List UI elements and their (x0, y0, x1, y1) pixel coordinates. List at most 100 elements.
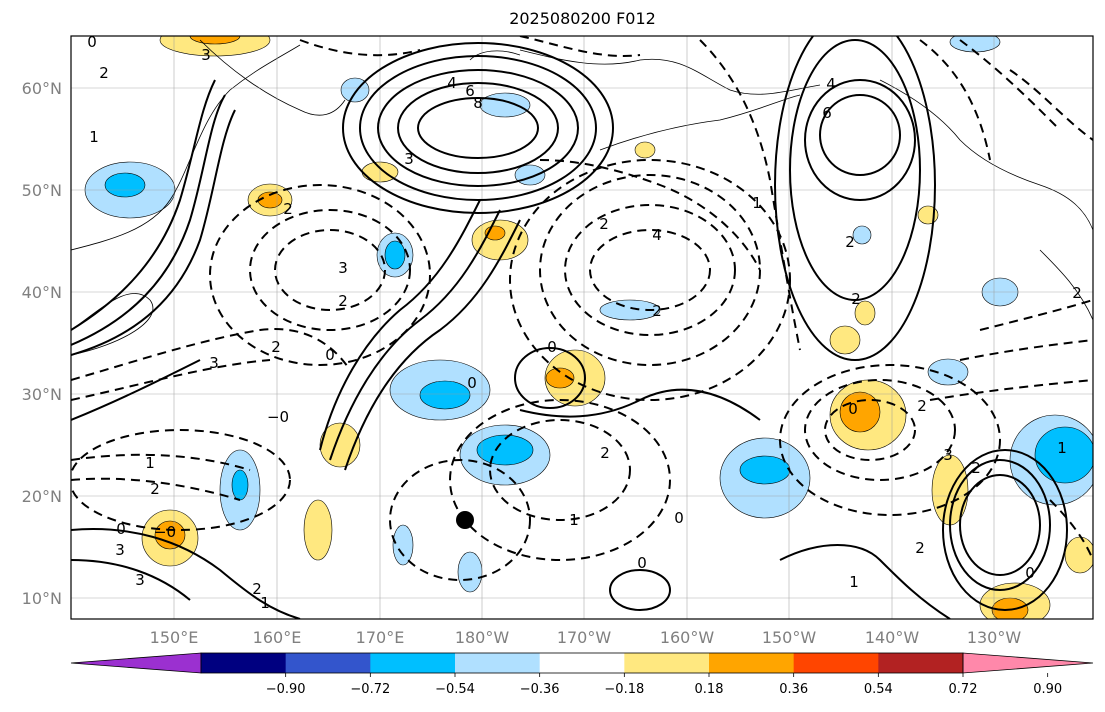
shade-blue-core (476, 434, 534, 466)
colorbar-extend-min (70, 652, 202, 674)
dashed-contours (71, 36, 1093, 581)
contour-label: 2 (271, 338, 281, 356)
contour-label: 3 (404, 150, 414, 168)
lon-tick-label: 130°W (967, 628, 1022, 647)
contour-label: 8 (473, 94, 483, 112)
shade-yellow-area (854, 300, 876, 326)
contour-label: 1 (849, 573, 859, 591)
shade-blue-area (457, 551, 483, 593)
shade-orange-core (545, 367, 575, 389)
map-frame (70, 35, 1094, 620)
contour-label: 4 (826, 75, 836, 93)
contour-label: 2 (99, 64, 109, 82)
solid-contours (71, 36, 1068, 619)
contour-label: 2 (917, 397, 927, 415)
colorbar-segment (285, 653, 371, 673)
shade-yellow-area (471, 219, 529, 261)
shade-blue-core (384, 240, 406, 270)
lat-tick-label: 10°N (22, 589, 62, 608)
shade-blue-core (104, 172, 146, 198)
colorbar-tick-label: −0.54 (435, 682, 475, 697)
contour-label: 0 (848, 400, 858, 418)
contour-label: 6 (465, 82, 475, 100)
contour-label: 0 (467, 374, 477, 392)
shade-yellow-area (159, 36, 271, 57)
longitude-labels: 150°E 160°E 170°E 180°W 170°W 160°W 150°W 140°W… (150, 628, 1022, 647)
lon-tick-label: 180°W (455, 628, 510, 647)
shade-yellow-area (634, 141, 656, 159)
contour-label: 3 (338, 259, 348, 277)
contour-label: 0 (325, 346, 335, 364)
contour-label: 2 (600, 444, 610, 462)
lon-tick-label: 150°W (762, 628, 817, 647)
contour-label: 2 (338, 292, 348, 310)
colorbar-tick-label: 0.90 (1033, 682, 1062, 697)
map-title: 2025080200 F012 (509, 9, 656, 28)
colorbar-outline (200, 652, 964, 674)
shade-blue-area (927, 358, 969, 386)
shade-yellow-area (829, 325, 861, 355)
contour-label: 2 (971, 459, 981, 477)
colorbar-tick-label: 0.54 (864, 682, 893, 697)
shade-blue-area (852, 225, 872, 245)
location-marker (456, 511, 474, 529)
contour-label: 2 (652, 302, 662, 320)
shade-blue-area (392, 524, 414, 566)
shade-orange-core (154, 520, 186, 550)
contour-label: 1 (260, 594, 270, 612)
contour-label: 1 (569, 511, 579, 529)
contour-label: 1 (145, 454, 155, 472)
contour-label: 3 (115, 541, 125, 559)
colorbar-extend-max (962, 652, 1094, 674)
lon-tick-label: 140°W (865, 628, 920, 647)
colorbar-segment (709, 653, 795, 673)
shade-blue-core (419, 380, 471, 410)
colorbar-tick-label: −0.36 (520, 682, 560, 697)
contour-label: 2 (252, 580, 262, 598)
contour-label: −0 (267, 408, 289, 426)
lon-tick-label: 160°W (660, 628, 715, 647)
contour-label: 2 (283, 200, 293, 218)
contour-label: 4 (652, 226, 662, 244)
lat-tick-label: 40°N (22, 283, 62, 302)
contour-label: 2 (845, 233, 855, 251)
contour-label: 0 (1025, 564, 1035, 582)
shade-blue-area (479, 92, 531, 118)
colorbar-segment (539, 653, 625, 673)
colorbar-segment (201, 653, 287, 673)
shade-yellow-area (303, 499, 333, 561)
contour-label: 3 (209, 354, 219, 372)
contour-label: 0 (116, 520, 126, 538)
colorbar-tick-label: 0.18 (695, 682, 724, 697)
shade-blue-core (231, 469, 249, 501)
shade-yellow-area (544, 349, 606, 407)
lon-tick-label: 160°E (253, 628, 302, 647)
lat-tick-label: 60°N (22, 79, 62, 98)
lat-tick-label: 30°N (22, 385, 62, 404)
contour-label: 3 (201, 46, 211, 64)
contour-label: 0 (547, 338, 557, 356)
colorbar-tick-label: −0.72 (350, 682, 390, 697)
shade-blue-area (949, 36, 1001, 53)
colorbar-segment (455, 653, 541, 673)
colorbar-segment (793, 653, 879, 673)
map-background (71, 36, 1093, 619)
colorbar-segment (370, 653, 456, 673)
contour-label: 2 (1072, 284, 1082, 302)
contour-label: 1 (752, 194, 762, 212)
colorbar-segment (624, 653, 710, 673)
contour-label: 1 (1057, 439, 1067, 457)
contour-label: 0 (637, 554, 647, 572)
contour-label: −0 (154, 523, 176, 541)
colorbar-tick-label: 0.72 (949, 682, 978, 697)
lon-tick-label: 150°E (150, 628, 199, 647)
contour-label: 2 (915, 539, 925, 557)
shade-blue-area (599, 299, 661, 321)
contour-label: 2 (599, 215, 609, 233)
colorbar-tick-label: 0.36 (779, 682, 808, 697)
colorbar-tick-label: −0.90 (266, 682, 306, 697)
contour-label: 0 (87, 33, 97, 51)
colorbar-segment (878, 653, 964, 673)
